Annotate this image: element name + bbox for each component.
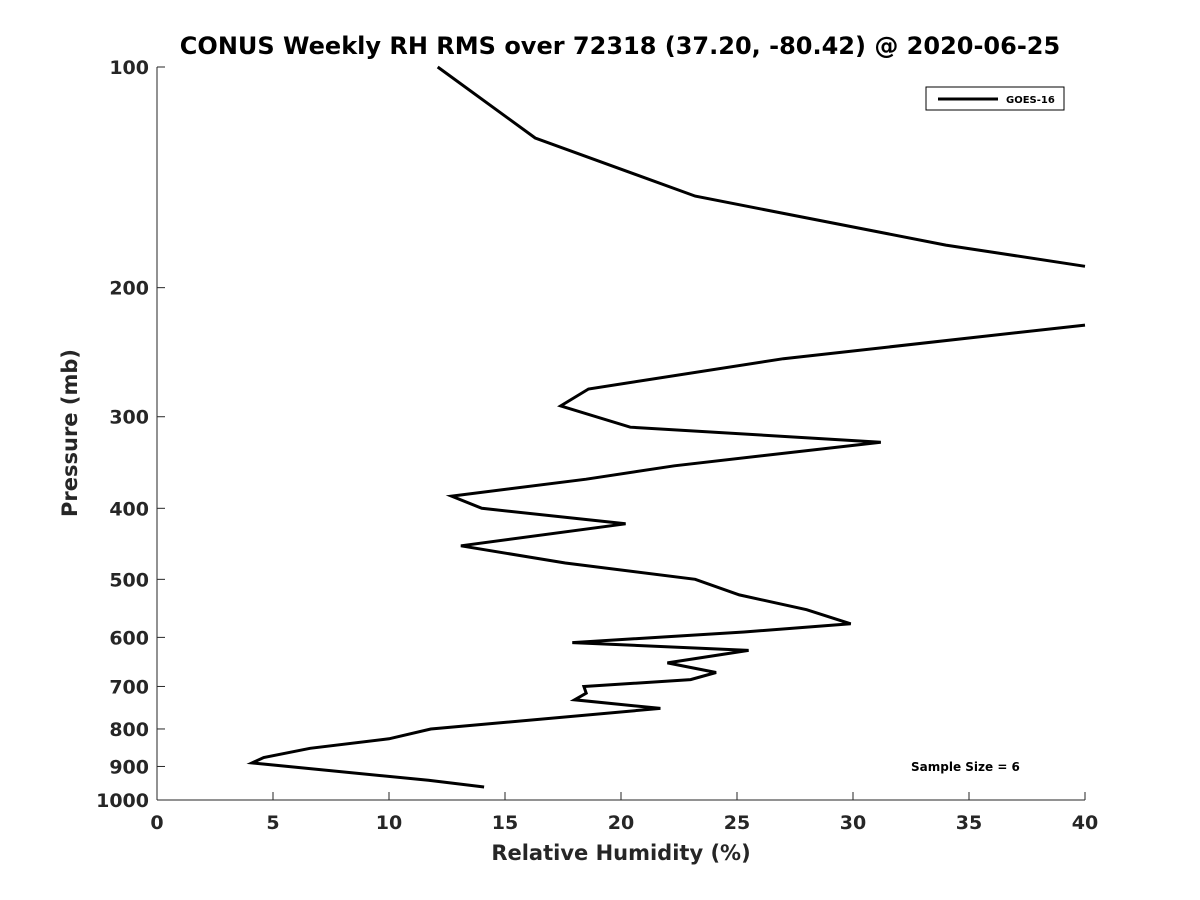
x-tick-label: 35 xyxy=(956,812,982,834)
y-tick-label: 600 xyxy=(109,627,149,649)
y-tick-label: 900 xyxy=(109,756,149,778)
series-line-goes16 xyxy=(246,323,1086,789)
y-axis-label: Pressure (mb) xyxy=(58,349,82,517)
y-tick-label: 400 xyxy=(109,498,149,520)
legend: GOES-16 xyxy=(925,86,1065,111)
series-line-goes16 xyxy=(436,65,1086,268)
x-tick-label: 40 xyxy=(1072,812,1098,834)
x-tick-label: 20 xyxy=(608,812,634,834)
y-tick-label: 700 xyxy=(109,676,149,698)
x-tick-label: 10 xyxy=(376,812,402,834)
sample-size-annotation: Sample Size = 6 xyxy=(911,760,1020,774)
y-tick-label: 200 xyxy=(109,278,149,300)
x-tick-label: 30 xyxy=(840,812,866,834)
y-axis-ticks: 100 200 300 400 500 600 700 800 900 1000 xyxy=(96,57,165,812)
x-axis-ticks: 0 5 10 15 20 25 30 35 40 xyxy=(150,792,1098,834)
x-tick-label: 0 xyxy=(150,812,163,834)
y-tick-label: 800 xyxy=(109,719,149,741)
plot-area xyxy=(156,67,1085,801)
legend-label-goes16: GOES-16 xyxy=(1006,95,1055,106)
y-tick-label: 1000 xyxy=(96,790,149,812)
x-tick-label: 25 xyxy=(724,812,750,834)
y-tick-label: 100 xyxy=(109,57,149,79)
x-axis-label: Relative Humidity (%) xyxy=(491,841,750,865)
x-tick-label: 5 xyxy=(266,812,279,834)
y-tick-label: 300 xyxy=(109,407,149,429)
x-tick-label: 15 xyxy=(492,812,518,834)
series-layer xyxy=(246,65,1086,789)
y-tick-label: 500 xyxy=(109,569,149,591)
chart-title: CONUS Weekly RH RMS over 72318 (37.20, -… xyxy=(180,32,1060,60)
